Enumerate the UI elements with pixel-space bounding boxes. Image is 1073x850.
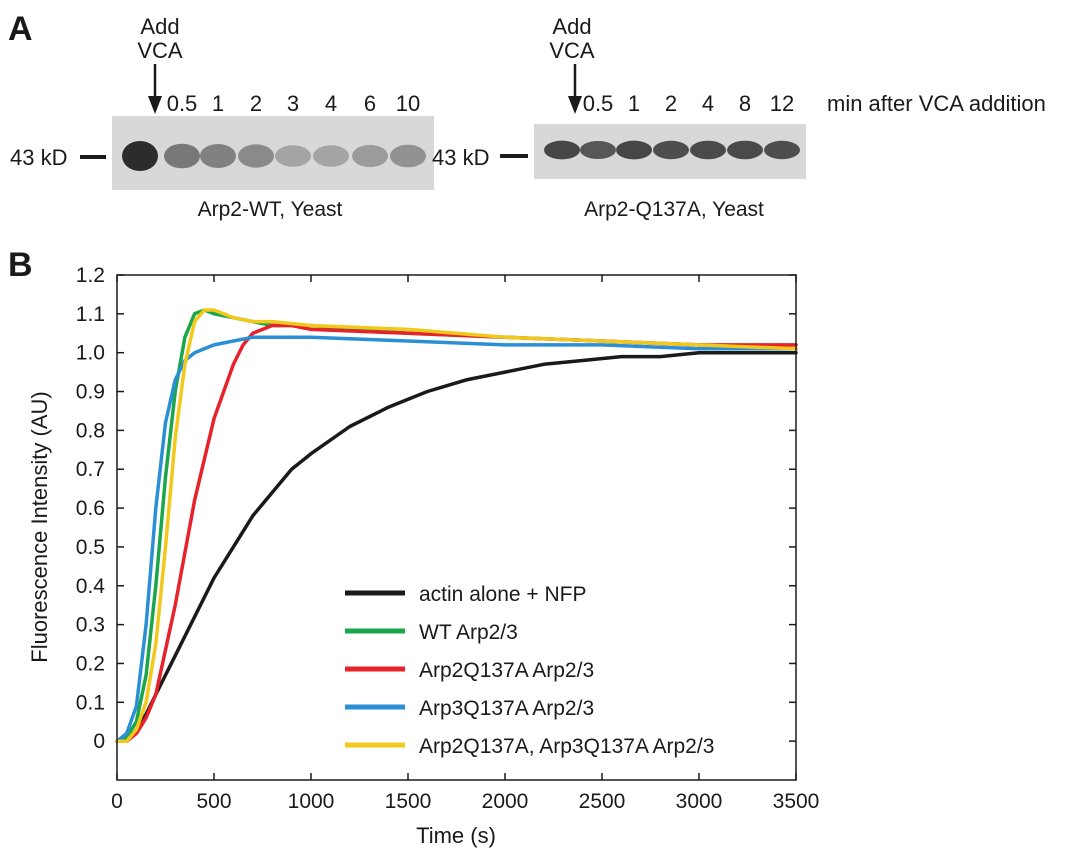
add-vca-arrowhead-1 xyxy=(148,96,162,114)
y-tick-label: 1.2 xyxy=(76,264,105,287)
y-tick-label: 1.1 xyxy=(76,303,105,326)
lane-label: 1 xyxy=(212,91,224,116)
blot-band xyxy=(164,143,200,169)
series-line-0 xyxy=(115,350,798,743)
lane-label: 2 xyxy=(250,91,262,116)
panel-a-label: A xyxy=(8,10,33,48)
add-vca-arrowhead-2 xyxy=(568,96,582,114)
x-tick-label: 500 xyxy=(196,790,231,813)
x-tick-label: 3500 xyxy=(773,790,820,813)
x-tick-label: 2000 xyxy=(482,790,529,813)
blot-band xyxy=(580,141,616,159)
lane-label: 3 xyxy=(287,91,299,116)
blot-band xyxy=(544,140,580,160)
blot-caption-2: Arp2-Q137A, Yeast xyxy=(584,198,764,221)
lane-label: 10 xyxy=(396,91,420,116)
lane-label: 1 xyxy=(628,91,640,116)
marker-label-2: 43 kD xyxy=(432,145,489,170)
y-tick-label: 0.7 xyxy=(76,458,105,481)
lane-label: 4 xyxy=(702,91,714,116)
blot-band xyxy=(200,144,236,168)
y-tick-label: 0.8 xyxy=(76,419,105,442)
blot-band xyxy=(727,140,763,160)
legend-label-2: Arp2Q137A Arp2/3 xyxy=(419,659,594,682)
y-axis-label: Fluorescence Intensity (AU) xyxy=(27,391,52,662)
legend-label-0: actin alone + NFP xyxy=(419,583,587,606)
lane-label: 0.5 xyxy=(167,91,198,116)
blot-lanes-1: 0.5 1 2 3 4 6 10 xyxy=(167,91,421,116)
lane-label: 4 xyxy=(325,91,337,116)
x-axis-ticks: 0 500 1000 1500 2000 2500 3000 3500 xyxy=(111,275,819,813)
legend: actin alone + NFP WT Arp2/3 Arp2Q137A Arp2… xyxy=(345,583,714,758)
blot-band xyxy=(690,140,726,160)
y-tick-label: 0 xyxy=(93,730,105,753)
series-line-3 xyxy=(115,335,798,743)
lane-label: 12 xyxy=(770,91,794,116)
x-tick-label: 2500 xyxy=(579,790,626,813)
fluorescence-chart: 0 0.1 0.2 0.3 0.4 0.5 0.6 0.7 0.8 0.9 1.0 1.1 1.2 0 5… xyxy=(27,264,819,848)
blot-band xyxy=(390,144,426,168)
y-tick-label: 0.9 xyxy=(76,381,105,404)
x-tick-label: 1000 xyxy=(288,790,335,813)
blot-band xyxy=(352,144,388,168)
add-vca-label-1a: Add xyxy=(140,14,179,39)
add-vca-label-2a: Add xyxy=(552,14,591,39)
blot-band xyxy=(653,140,689,160)
x-tick-label: 1500 xyxy=(385,790,432,813)
lane-label: 2 xyxy=(665,91,677,116)
blot-band xyxy=(122,141,158,171)
blot-lanes-2: 0.5 1 2 4 8 12 xyxy=(583,91,795,116)
unit-note: min after VCA addition xyxy=(827,91,1046,116)
y-tick-label: 0.5 xyxy=(76,536,105,559)
y-tick-label: 0.3 xyxy=(76,614,105,637)
legend-label-3: Arp3Q137A Arp2/3 xyxy=(419,697,594,720)
y-tick-label: 0.1 xyxy=(76,691,105,714)
series-line-4 xyxy=(115,308,798,743)
blot-bands-2 xyxy=(544,140,800,160)
add-vca-label-1b: VCA xyxy=(137,38,183,63)
blot-band xyxy=(764,140,800,160)
blot-arp2-wt: Add VCA 0.5 1 2 3 4 6 10 43 kD Arp2-WT, Yeast xyxy=(10,14,434,221)
blot-band xyxy=(238,144,274,168)
blot-bands-1 xyxy=(122,141,426,171)
blot-band xyxy=(275,145,311,167)
series-lines xyxy=(115,308,798,743)
lane-label: 8 xyxy=(739,91,751,116)
y-tick-label: 1.0 xyxy=(76,342,105,365)
x-tick-label: 0 xyxy=(111,790,123,813)
x-tick-label: 3000 xyxy=(676,790,723,813)
plot-frame xyxy=(116,274,797,781)
blot-arp2-q137a: Add VCA 0.5 1 2 4 8 12 43 kD Arp2-Q137A, Yeas… xyxy=(432,14,806,221)
x-axis-label: Time (s) xyxy=(416,823,496,848)
legend-label-1: WT Arp2/3 xyxy=(419,621,518,644)
add-vca-label-2b: VCA xyxy=(549,38,595,63)
blot-band xyxy=(313,145,349,167)
lane-label: 0.5 xyxy=(583,91,614,116)
marker-label-1: 43 kD xyxy=(10,145,67,170)
legend-label-4: Arp2Q137A, Arp3Q137A Arp2/3 xyxy=(419,735,714,758)
y-tick-label: 0.6 xyxy=(76,497,105,520)
y-tick-label: 0.2 xyxy=(76,652,105,675)
blot-band xyxy=(616,140,652,160)
panel-b-label: B xyxy=(8,246,33,284)
y-tick-label: 0.4 xyxy=(76,575,106,598)
lane-label: 6 xyxy=(364,91,376,116)
y-axis-ticks: 0 0.1 0.2 0.3 0.4 0.5 0.6 0.7 0.8 0.9 1.0 1.1 1.2 xyxy=(76,264,796,753)
blot-caption-1: Arp2-WT, Yeast xyxy=(198,198,343,221)
